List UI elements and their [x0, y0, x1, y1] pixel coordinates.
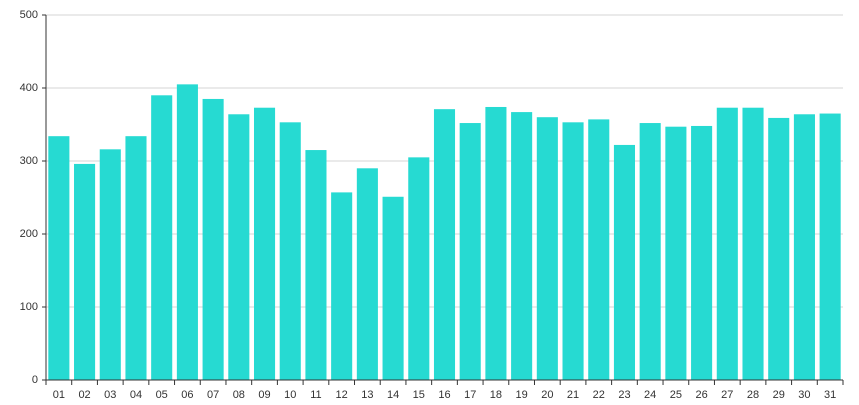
x-tick-label: 12 — [336, 389, 348, 401]
x-tick-label: 21 — [567, 389, 579, 401]
bar — [511, 112, 533, 380]
y-tick-label: 100 — [20, 301, 38, 313]
x-tick-label: 06 — [181, 389, 193, 401]
bar — [408, 157, 430, 380]
bar — [768, 117, 790, 381]
y-tick-label: 400 — [20, 82, 38, 94]
bar — [819, 113, 841, 381]
x-tick-label: 03 — [104, 389, 116, 401]
bar — [793, 114, 815, 380]
bar — [588, 119, 610, 380]
x-tick-label: 18 — [490, 389, 502, 401]
x-tick-label: 23 — [618, 389, 630, 401]
bar — [228, 114, 250, 380]
bar — [536, 117, 558, 380]
x-tick-label: 25 — [670, 389, 682, 401]
x-tick-label: 04 — [130, 389, 142, 401]
x-tick-label: 22 — [593, 389, 605, 401]
bar — [279, 122, 301, 380]
x-tick-label: 01 — [53, 389, 65, 401]
bar — [382, 196, 404, 380]
x-tick-label: 14 — [387, 389, 399, 401]
x-tick-label: 19 — [516, 389, 528, 401]
x-tick-label: 02 — [78, 389, 90, 401]
bar — [202, 98, 224, 380]
bar — [125, 136, 147, 380]
bar — [716, 107, 738, 381]
bar — [99, 149, 121, 380]
bar — [305, 150, 327, 380]
bar — [742, 107, 764, 381]
x-tick-label: 28 — [747, 389, 759, 401]
x-tick-label: 29 — [773, 389, 785, 401]
x-tick-label: 27 — [721, 389, 733, 401]
x-tick-label: 24 — [644, 389, 656, 401]
y-tick-label: 200 — [20, 228, 38, 240]
bar — [485, 106, 507, 380]
x-tick-label: 20 — [541, 389, 553, 401]
x-tick-label: 26 — [695, 389, 707, 401]
x-tick-label: 16 — [438, 389, 450, 401]
x-tick-label: 07 — [207, 389, 219, 401]
y-tick-label: 0 — [32, 374, 38, 386]
x-tick-label: 15 — [413, 389, 425, 401]
bar — [665, 126, 687, 380]
bar — [356, 168, 378, 380]
y-tick-label: 500 — [20, 9, 38, 21]
bar — [639, 123, 661, 380]
bar — [74, 163, 96, 380]
bar — [433, 109, 456, 381]
bar — [562, 122, 584, 380]
x-tick-label: 11 — [310, 389, 321, 401]
bar — [331, 192, 353, 380]
bar — [459, 123, 481, 380]
x-tick-label: 05 — [156, 389, 168, 401]
x-tick-label: 10 — [284, 389, 296, 401]
bar — [151, 95, 173, 381]
x-tick-label: 30 — [798, 389, 810, 401]
x-tick-label: 08 — [233, 389, 245, 401]
bar — [176, 84, 198, 380]
x-tick-label: 09 — [258, 389, 270, 401]
bar — [48, 136, 70, 380]
bar — [691, 125, 713, 381]
x-tick-label: 17 — [464, 389, 476, 401]
y-tick-label: 300 — [20, 155, 38, 167]
x-tick-label: 13 — [361, 389, 373, 401]
bar — [253, 107, 276, 381]
x-tick-label: 31 — [824, 389, 836, 401]
bar — [613, 144, 636, 380]
